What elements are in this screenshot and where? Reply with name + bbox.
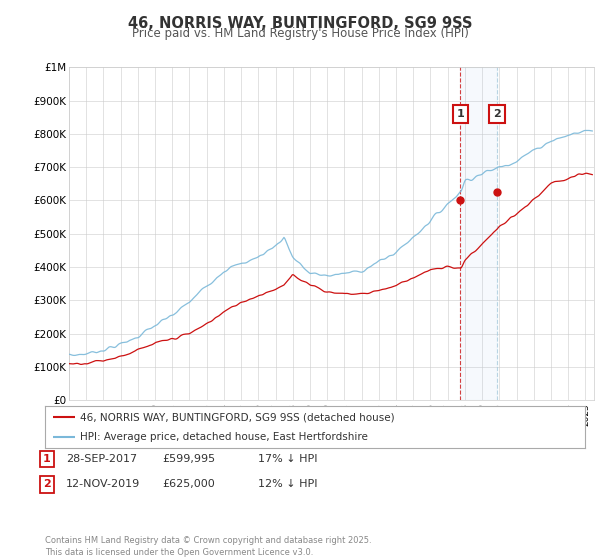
Text: 12% ↓ HPI: 12% ↓ HPI: [258, 479, 317, 489]
Text: 12-NOV-2019: 12-NOV-2019: [66, 479, 140, 489]
Text: Contains HM Land Registry data © Crown copyright and database right 2025.
This d: Contains HM Land Registry data © Crown c…: [45, 536, 371, 557]
Text: £625,000: £625,000: [162, 479, 215, 489]
Text: 46, NORRIS WAY, BUNTINGFORD, SG9 9SS: 46, NORRIS WAY, BUNTINGFORD, SG9 9SS: [128, 16, 472, 31]
Text: 1: 1: [43, 454, 50, 464]
Text: 28-SEP-2017: 28-SEP-2017: [66, 454, 137, 464]
Text: 2: 2: [493, 109, 501, 119]
Text: 2: 2: [43, 479, 50, 489]
Text: £599,995: £599,995: [162, 454, 215, 464]
Text: HPI: Average price, detached house, East Hertfordshire: HPI: Average price, detached house, East…: [80, 432, 368, 442]
Text: 17% ↓ HPI: 17% ↓ HPI: [258, 454, 317, 464]
Text: 46, NORRIS WAY, BUNTINGFORD, SG9 9SS (detached house): 46, NORRIS WAY, BUNTINGFORD, SG9 9SS (de…: [80, 412, 395, 422]
Text: Price paid vs. HM Land Registry's House Price Index (HPI): Price paid vs. HM Land Registry's House …: [131, 27, 469, 40]
Text: 1: 1: [457, 109, 464, 119]
Bar: [460, 67, 497, 400]
